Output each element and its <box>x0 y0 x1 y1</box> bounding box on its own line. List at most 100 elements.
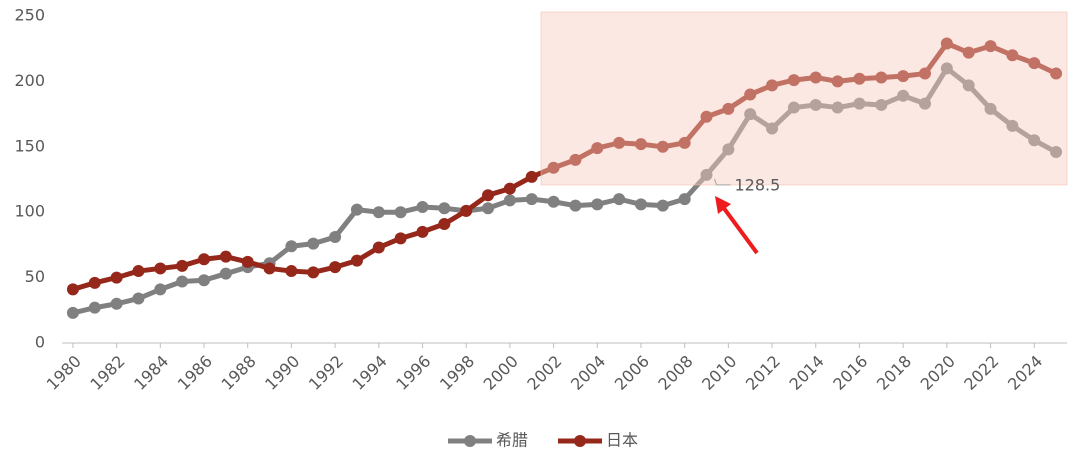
series-marker <box>1050 67 1063 80</box>
series-marker <box>329 231 342 244</box>
series-marker <box>875 71 888 84</box>
series-marker <box>1028 134 1041 147</box>
x-tick-label: 2024 <box>1004 352 1046 394</box>
x-tick-label: 1986 <box>174 352 216 394</box>
series-marker <box>132 265 145 278</box>
series-marker <box>569 199 582 212</box>
series-marker <box>700 110 713 123</box>
series-marker <box>918 67 931 80</box>
series-marker <box>350 254 363 267</box>
series-line <box>72 40 1058 292</box>
series-marker <box>591 142 604 155</box>
series-marker <box>110 297 123 310</box>
series-marker <box>1006 119 1019 132</box>
series-marker <box>503 194 516 207</box>
x-tick-label: 2010 <box>698 352 740 394</box>
series-marker <box>831 101 844 114</box>
series-marker <box>809 98 822 111</box>
series-marker <box>787 74 800 87</box>
x-tick-label: 1982 <box>86 352 128 394</box>
series-marker <box>372 241 385 254</box>
y-tick-label: 150 <box>14 136 45 155</box>
series-marker <box>482 189 495 202</box>
series-marker <box>766 122 779 135</box>
series-marker <box>962 46 975 59</box>
series-marker <box>88 276 101 289</box>
x-tick-label: 1994 <box>349 352 391 394</box>
series-marker <box>722 143 735 156</box>
series-marker <box>634 198 647 211</box>
series-marker <box>416 225 429 238</box>
series-marker <box>132 292 145 305</box>
series-marker <box>198 274 211 287</box>
series-marker <box>438 202 451 215</box>
series-marker <box>1028 57 1041 70</box>
x-tick-label: 2016 <box>829 352 871 394</box>
legend-label: 希腊 <box>496 431 528 450</box>
series-marker <box>962 79 975 92</box>
series-marker <box>482 202 495 215</box>
x-tick-label: 2006 <box>611 352 653 394</box>
series-marker <box>525 193 538 206</box>
series-marker <box>853 72 866 85</box>
x-tick-label: 2014 <box>786 352 828 394</box>
x-tick-label: 1984 <box>130 352 172 394</box>
series-marker <box>700 168 713 181</box>
series-marker <box>285 240 298 253</box>
legend-marker <box>464 435 476 447</box>
legend-marker <box>574 435 586 447</box>
x-tick-label: 2000 <box>480 352 522 394</box>
series-marker <box>438 217 451 230</box>
annotation-label: 128.5 <box>735 175 781 194</box>
series-marker <box>984 40 997 53</box>
series-marker <box>154 262 167 275</box>
series-marker <box>66 283 79 296</box>
series-marker <box>678 193 691 206</box>
y-tick-label: 250 <box>14 6 45 25</box>
series-marker <box>656 140 669 153</box>
series-marker <box>176 275 189 288</box>
series-marker <box>897 70 910 83</box>
series-marker <box>307 266 320 279</box>
x-tick-label: 1990 <box>261 352 303 394</box>
y-tick-label: 200 <box>14 71 45 90</box>
x-tick-label: 1980 <box>43 352 85 394</box>
x-tick-label: 2018 <box>873 352 915 394</box>
series-marker <box>875 98 888 111</box>
series-marker <box>940 62 953 75</box>
leader-line <box>714 178 731 186</box>
x-tick-label: 2022 <box>960 352 1002 394</box>
series-marker <box>241 255 254 268</box>
x-tick-label: 1998 <box>436 352 478 394</box>
series-marker <box>460 204 473 217</box>
x-tick-label: 2002 <box>523 352 565 394</box>
series-marker <box>940 37 953 50</box>
series-marker <box>853 97 866 110</box>
series-marker <box>88 301 101 314</box>
series-marker <box>744 108 757 121</box>
series-marker <box>831 75 844 88</box>
series-marker <box>547 195 560 208</box>
series-marker <box>350 203 363 216</box>
y-tick-label: 100 <box>14 202 45 221</box>
arrow-shaft <box>721 205 759 255</box>
series-marker <box>591 198 604 211</box>
series-marker <box>176 259 189 272</box>
series-marker <box>918 97 931 110</box>
arrow-head <box>715 196 731 214</box>
series-marker <box>897 89 910 102</box>
series-marker <box>613 136 626 149</box>
x-tick-label: 2012 <box>742 352 784 394</box>
legend-label: 日本 <box>606 431 638 450</box>
series-marker <box>787 101 800 114</box>
x-tick-label: 1992 <box>305 352 347 394</box>
series-marker <box>307 237 320 250</box>
series-marker <box>394 232 407 245</box>
series-marker <box>219 250 232 263</box>
series-marker <box>285 265 298 278</box>
series-marker <box>525 170 538 183</box>
series-marker <box>744 88 757 101</box>
y-tick-label: 50 <box>25 267 45 286</box>
series-marker <box>1006 49 1019 62</box>
